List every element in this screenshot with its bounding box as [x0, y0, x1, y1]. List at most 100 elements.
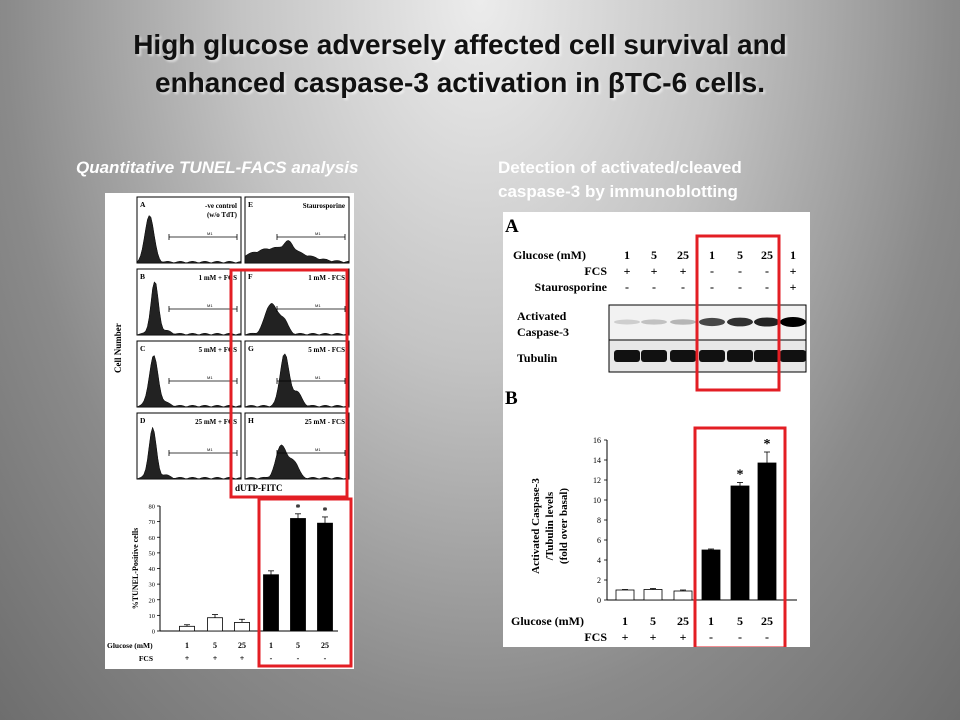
facs-panel-letter: F [248, 272, 253, 281]
tunel-glucose-value: 5 [213, 641, 217, 650]
facs-panel-letter: H [248, 416, 254, 425]
tunel-fcs-value: + [185, 654, 190, 663]
tunel-significance-star: * [296, 503, 301, 514]
caspase-y-tick-label: 2 [597, 576, 601, 585]
facs-panel-letter: G [248, 344, 254, 353]
tunel-bar [263, 574, 279, 632]
caspase-fcs-value: - [765, 630, 769, 644]
facs-panel-label: 5 mM - FCS [308, 346, 345, 354]
blot-staurosporine-value: - [738, 280, 742, 294]
tunel-y-tick-label: 0 [152, 629, 155, 636]
caspase-fcs-label: FCS [584, 630, 607, 644]
tunel-y-tick-label: 80 [149, 504, 156, 511]
caspase-y-tick-label: 12 [593, 476, 601, 485]
caspase-glucose-value: 5 [650, 614, 656, 628]
caspase-band [780, 317, 806, 327]
caspase-glucose-value: 1 [708, 614, 714, 628]
blot-fcs-value: - [710, 264, 714, 278]
tunel-fcs-value: - [270, 654, 273, 663]
caspase-glucose-label: Glucose (mM) [511, 614, 584, 628]
facs-highlight-box [229, 268, 349, 499]
tunel-glucose-value: 1 [185, 641, 189, 650]
caspase-glucose-value: 25 [677, 614, 689, 628]
tunel-fcs-value: + [213, 654, 218, 663]
caspase-band [699, 317, 725, 327]
facs-gate-label: M1 [315, 447, 321, 452]
caspase-y-label-line: Activated Caspase-3 [530, 478, 542, 574]
caspase-glucose-value: 5 [737, 614, 743, 628]
tunel-glucose-value: 5 [296, 641, 300, 650]
caspase-y-label-line: (fold over basal) [558, 488, 570, 565]
tunel-bar [179, 625, 195, 632]
subtitle-immunoblot-line-2: caspase-3 by immunoblotting [498, 182, 738, 201]
caspase-panel-letter: B [505, 388, 518, 409]
caspase-highlight-box [693, 426, 787, 647]
tunel-bar [290, 518, 306, 632]
facs-gate-label: M1 [207, 375, 213, 380]
tunel-glucose-label: Glucose (mM) [107, 641, 153, 650]
facs-panel-a: M1 A -ve control(w/o TdT) [136, 196, 242, 264]
facs-panel-label: 25 mM - FCS [305, 418, 345, 426]
facs-gate-label: M1 [315, 303, 321, 308]
slide-title: High glucose adversely affected cell sur… [60, 26, 860, 102]
facs-histogram [136, 355, 242, 408]
tubulin-band [780, 350, 806, 362]
facs-panel-h: M1 H 25 mM - FCS [244, 412, 350, 480]
blot-staurosporine-value: - [625, 280, 629, 294]
facs-panel-letter: C [140, 344, 145, 353]
blot-glucose-value: 1 [790, 248, 796, 262]
blot-glucose-value: 1 [709, 248, 715, 262]
tunel-y-tick-label: 10 [149, 613, 156, 620]
facs-panel-letter: B [140, 272, 145, 281]
facs-panel-g: M1 G 5 mM - FCS [244, 340, 350, 408]
facs-panel-f: M1 F 1 mM - FCS [244, 268, 350, 336]
caspase-y-tick-label: 8 [597, 516, 601, 525]
blot-staurosporine-value: + [790, 280, 797, 294]
caspase-glucose-value: 25 [761, 614, 773, 628]
tunel-highlight-box [257, 497, 353, 668]
title-line-1: High glucose adversely affected cell sur… [133, 29, 787, 60]
tunel-bar [207, 617, 223, 632]
western-blot-panel: A Glucose (mM) FCS Staurosporine 1 + - 5 + - 25 + - 1… [505, 216, 807, 373]
blot-staurosporine-value: - [652, 280, 656, 294]
caspase-y-tick-label: 14 [593, 456, 601, 465]
blot-glucose-label: Glucose (mM) [513, 248, 586, 262]
blot-fcs-value: - [738, 264, 742, 278]
facs-gate-label: M1 [207, 231, 213, 236]
facs-gate-label: M1 [207, 447, 213, 452]
facs-panel-label: 1 mM - FCS [308, 274, 345, 282]
caspase-y-tick-label: 0 [597, 596, 601, 605]
blot-fcs-value: + [680, 264, 687, 278]
blot-fcs-value: + [790, 264, 797, 278]
tunel-fcs-value: - [324, 654, 327, 663]
tunel-fcs-value: + [240, 654, 245, 663]
tubulin-band [614, 350, 640, 362]
caspase-y-tick-label: 4 [597, 556, 601, 565]
blot-fcs-value: + [651, 264, 658, 278]
tunel-y-tick-label: 20 [149, 597, 156, 604]
caspase-bar [615, 589, 635, 601]
facs-panel-letter: A [140, 200, 146, 209]
subtitle-tunel: Quantitative TUNEL-FACS analysis [76, 158, 359, 177]
blot-activated-label: Activated [517, 309, 567, 323]
caspase-significance-star: * [764, 437, 771, 452]
caspase-bar [673, 590, 693, 601]
caspase-y-tick-label: 6 [597, 536, 601, 545]
tunel-glucose-value: 1 [269, 641, 273, 650]
tunel-significance-star: * [323, 506, 328, 517]
caspase-glucose-value: 1 [622, 614, 628, 628]
blot-glucose-value: 5 [737, 248, 743, 262]
blot-glucose-value: 1 [624, 248, 630, 262]
facs-histogram [136, 281, 242, 336]
caspase-fcs-value: - [738, 630, 742, 644]
blot-staurosporine-value: - [765, 280, 769, 294]
tunel-fcs-label: FCS [139, 654, 153, 663]
caspase-significance-star: * [737, 468, 744, 483]
subtitle-immunoblot: Detection of activated/cleaved caspase-3… [498, 156, 742, 204]
blot-fcs-value: + [624, 264, 631, 278]
tunel-bar [234, 622, 250, 632]
caspase-y-tick-label: 10 [593, 496, 601, 505]
tubulin-band [670, 350, 696, 362]
facs-panel-label-2: (w/o TdT) [207, 211, 238, 219]
